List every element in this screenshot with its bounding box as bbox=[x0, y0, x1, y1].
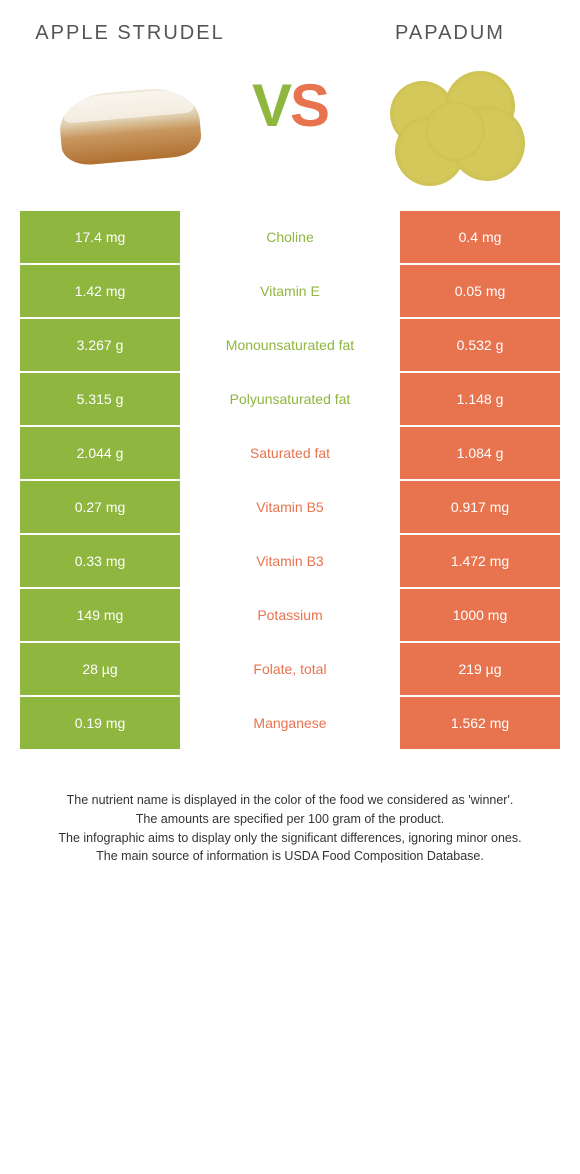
nutrient-name: Manganese bbox=[180, 697, 400, 749]
footer-line-2: The amounts are specified per 100 gram o… bbox=[30, 810, 550, 829]
left-food-block: Apple strudel bbox=[30, 20, 230, 191]
table-row: 0.27 mgVitamin B50.917 mg bbox=[20, 481, 560, 533]
nutrient-name: Folate, total bbox=[180, 643, 400, 695]
left-value: 17.4 mg bbox=[20, 211, 180, 263]
right-value: 1.562 mg bbox=[400, 697, 560, 749]
left-value: 2.044 g bbox=[20, 427, 180, 479]
table-row: 17.4 mgCholine0.4 mg bbox=[20, 211, 560, 263]
comparison-table: 17.4 mgCholine0.4 mg1.42 mgVitamin E0.05… bbox=[0, 201, 580, 771]
left-value: 28 µg bbox=[20, 643, 180, 695]
table-row: 0.19 mgManganese1.562 mg bbox=[20, 697, 560, 749]
left-value: 5.315 g bbox=[20, 373, 180, 425]
right-value: 1.472 mg bbox=[400, 535, 560, 587]
left-value: 149 mg bbox=[20, 589, 180, 641]
left-value: 3.267 g bbox=[20, 319, 180, 371]
nutrient-name: Saturated fat bbox=[180, 427, 400, 479]
papadum-image bbox=[370, 61, 530, 191]
footer-notes: The nutrient name is displayed in the co… bbox=[0, 771, 580, 896]
vs-s: S bbox=[290, 72, 328, 139]
footer-line-1: The nutrient name is displayed in the co… bbox=[30, 791, 550, 810]
left-value: 0.33 mg bbox=[20, 535, 180, 587]
table-row: 3.267 gMonounsaturated fat0.532 g bbox=[20, 319, 560, 371]
right-value: 0.917 mg bbox=[400, 481, 560, 533]
left-value: 0.19 mg bbox=[20, 697, 180, 749]
nutrient-name: Choline bbox=[180, 211, 400, 263]
table-row: 1.42 mgVitamin E0.05 mg bbox=[20, 265, 560, 317]
left-food-title: Apple strudel bbox=[35, 20, 224, 46]
strudel-image bbox=[50, 61, 210, 191]
vs-label: VS bbox=[252, 71, 328, 140]
nutrient-name: Vitamin B3 bbox=[180, 535, 400, 587]
right-value: 0.4 mg bbox=[400, 211, 560, 263]
right-value: 1000 mg bbox=[400, 589, 560, 641]
nutrient-name: Polyunsaturated fat bbox=[180, 373, 400, 425]
table-row: 2.044 gSaturated fat1.084 g bbox=[20, 427, 560, 479]
table-row: 28 µgFolate, total219 µg bbox=[20, 643, 560, 695]
right-value: 0.532 g bbox=[400, 319, 560, 371]
header: Apple strudel VS Papadum bbox=[0, 0, 580, 201]
right-value: 1.148 g bbox=[400, 373, 560, 425]
nutrient-name: Monounsaturated fat bbox=[180, 319, 400, 371]
left-value: 1.42 mg bbox=[20, 265, 180, 317]
left-value: 0.27 mg bbox=[20, 481, 180, 533]
nutrient-name: Potassium bbox=[180, 589, 400, 641]
nutrient-name: Vitamin E bbox=[180, 265, 400, 317]
table-row: 0.33 mgVitamin B31.472 mg bbox=[20, 535, 560, 587]
table-row: 149 mgPotassium1000 mg bbox=[20, 589, 560, 641]
nutrient-name: Vitamin B5 bbox=[180, 481, 400, 533]
right-value: 219 µg bbox=[400, 643, 560, 695]
footer-line-4: The main source of information is USDA F… bbox=[30, 847, 550, 866]
right-food-block: Papadum bbox=[350, 20, 550, 191]
table-row: 5.315 gPolyunsaturated fat1.148 g bbox=[20, 373, 560, 425]
vs-v: V bbox=[252, 72, 290, 139]
right-value: 0.05 mg bbox=[400, 265, 560, 317]
right-food-title: Papadum bbox=[395, 20, 505, 46]
right-value: 1.084 g bbox=[400, 427, 560, 479]
footer-line-3: The infographic aims to display only the… bbox=[30, 829, 550, 848]
